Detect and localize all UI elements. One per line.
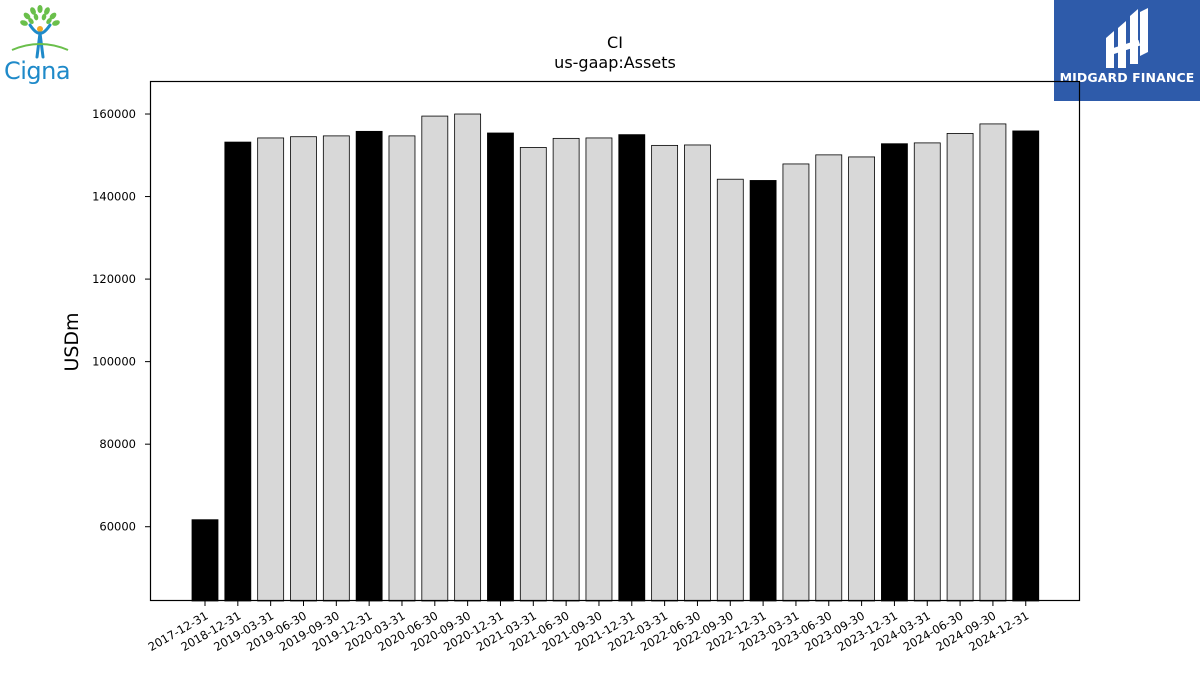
y-tick-label: 160000: [92, 107, 136, 121]
y-tick-label: 80000: [99, 437, 136, 451]
bar-2018-12-31: [224, 141, 252, 602]
x-ticks-group: 2017-12-312018-12-312019-03-312019-06-30…: [146, 601, 1031, 654]
bar-2019-09-30: [322, 135, 350, 602]
bar-2017-12-31: [191, 519, 219, 602]
bar-2022-12-31: [749, 180, 777, 602]
chart-title: CI: [607, 33, 623, 52]
bar-2023-03-31: [782, 163, 810, 602]
y-ticks-group: 60000 80000 100000 120000 140000 160000: [92, 107, 150, 534]
bar-2022-09-30: [716, 178, 744, 602]
bar-2019-03-31: [257, 137, 285, 602]
bar-2023-09-30: [848, 156, 875, 602]
bar-2024-12-31: [1012, 130, 1040, 602]
bar-2023-12-31: [881, 143, 908, 602]
y-tick-label: 140000: [92, 190, 136, 204]
midgard-finance-logo: MIDGARD FINANCE: [1054, 0, 1200, 101]
y-axis-label: USDm: [61, 312, 83, 371]
bar-2020-06-30: [421, 115, 449, 602]
bar-2021-06-30: [552, 137, 580, 602]
y-tick-label: 120000: [92, 272, 136, 286]
bars-group: [191, 113, 1040, 602]
y-tick-label: 60000: [99, 520, 136, 534]
midgard-emblem-icon: [1106, 8, 1148, 68]
bar-2024-09-30: [979, 123, 1007, 602]
bar-2020-09-30: [454, 113, 482, 602]
bar-2019-06-30: [290, 136, 317, 602]
bar-2021-12-31: [618, 134, 646, 602]
cigna-tree-icon: [11, 5, 69, 59]
bar-2022-03-31: [651, 144, 679, 602]
bar-2020-12-31: [487, 132, 514, 602]
bar-2022-06-30: [684, 144, 711, 602]
bar-2021-03-31: [519, 147, 547, 602]
plot-frame: [149, 80, 1081, 602]
bar-2019-12-31: [355, 130, 383, 602]
midgard-wordmark: MIDGARD FINANCE: [1059, 70, 1195, 85]
chart-subtitle: us-gaap:Assets: [554, 53, 676, 72]
bar-2023-06-30: [815, 154, 843, 602]
y-tick-label: 100000: [92, 355, 136, 369]
bar-2024-06-30: [946, 133, 974, 602]
bar-2021-09-30: [585, 137, 613, 602]
cigna-logo: Cigna: [0, 0, 84, 92]
cigna-wordmark: Cigna: [4, 57, 71, 85]
bar-2020-03-31: [388, 135, 416, 602]
bar-2024-03-31: [913, 142, 941, 602]
